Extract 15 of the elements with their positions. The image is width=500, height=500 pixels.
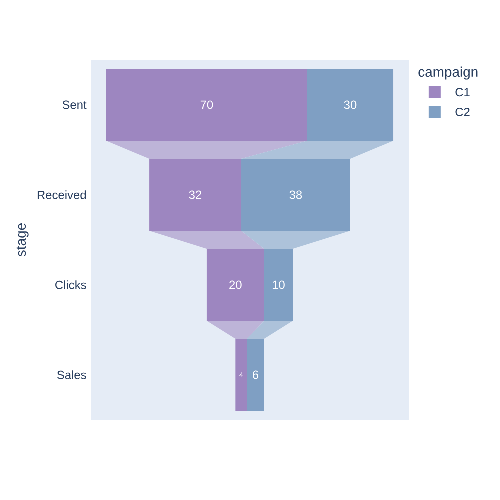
text: stage bbox=[16, 224, 29, 257]
legend-label: C1 bbox=[456, 88, 470, 97]
data-label: 20 bbox=[230, 280, 242, 290]
data-label: 32 bbox=[189, 190, 202, 200]
category-label: Sent bbox=[62, 100, 87, 110]
data-label: 70 bbox=[200, 100, 214, 110]
data-label: 38 bbox=[290, 190, 302, 200]
category-label: Sales bbox=[57, 370, 86, 380]
data-label: 10 bbox=[272, 280, 285, 290]
data-label: 30 bbox=[344, 100, 357, 110]
category-label: Clicks bbox=[56, 280, 86, 290]
legend-title: campaign bbox=[418, 66, 478, 80]
data-label: 6 bbox=[253, 370, 259, 380]
category-label: Received bbox=[38, 190, 86, 200]
legend-label: C2 bbox=[456, 108, 470, 116]
